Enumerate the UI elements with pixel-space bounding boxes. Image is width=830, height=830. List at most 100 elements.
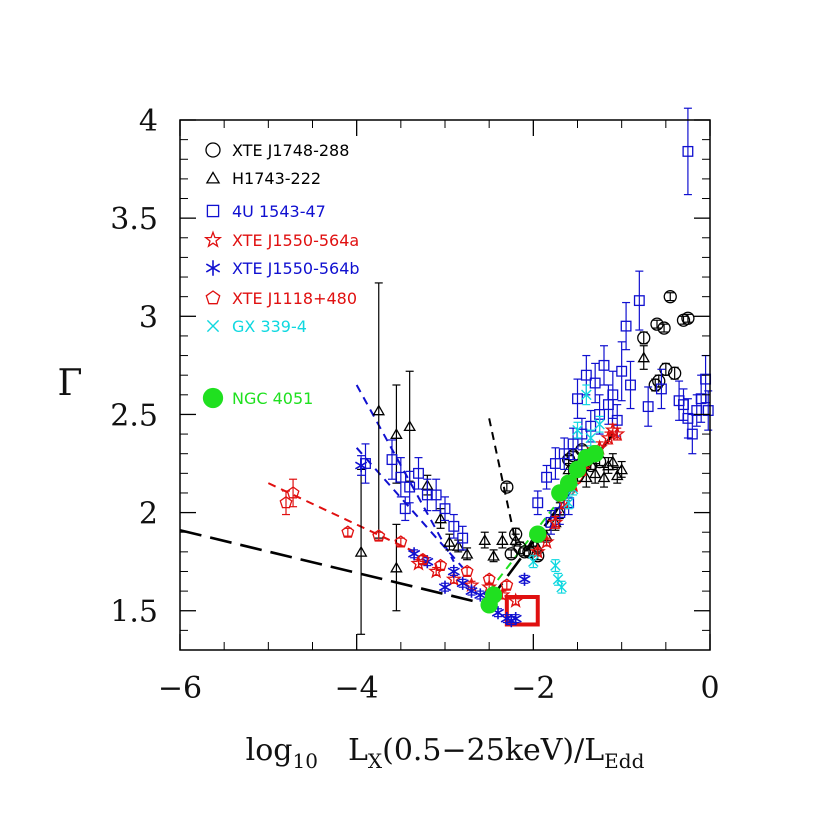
legend-marker: [206, 319, 220, 333]
data-points: [279, 107, 714, 635]
legend-label: XTE J1550-564a: [232, 231, 359, 250]
data-point: [598, 359, 610, 371]
data-point: [399, 503, 411, 515]
x-label-sub-Edd: Edd: [604, 749, 644, 773]
data-point: [529, 525, 547, 543]
data-point: [460, 564, 474, 577]
y-tick-label: 4: [139, 104, 158, 139]
data-point: [372, 529, 386, 542]
data-point: [633, 295, 645, 307]
data-point: [637, 331, 651, 345]
data-point: [478, 533, 492, 545]
legend: XTE J1748-288 H1743-222 4U 1543-47 XTE J155…: [202, 141, 360, 409]
data-point: [615, 463, 629, 475]
data-point: [702, 405, 714, 416]
data-point: [465, 584, 478, 598]
legend-label: 4U 1543-47: [232, 202, 326, 221]
data-point: [482, 572, 496, 585]
data-point: [676, 313, 691, 327]
data-point: [589, 377, 601, 389]
axis-ticks: −6 −4 −2 0 1.5 2 2.5 3 3.5 4: [110, 104, 719, 706]
data-point: [413, 467, 424, 479]
data-point: [637, 351, 651, 363]
data-point: [509, 534, 523, 545]
data-point: [657, 321, 671, 335]
data-point: [611, 414, 623, 426]
data-point: [484, 586, 503, 604]
data-point: [286, 486, 300, 499]
series-4u-1543-47: [360, 107, 714, 551]
data-point: [451, 539, 465, 551]
data-point: [588, 467, 602, 479]
series-xte-j1118-480: [279, 478, 514, 591]
data-point: [529, 543, 546, 559]
data-point: [354, 545, 368, 557]
data-point: [500, 480, 514, 494]
data-point: [559, 474, 578, 492]
data-point: [549, 458, 561, 469]
data-point: [581, 389, 592, 401]
data-point: [434, 512, 447, 524]
legend-marker: [205, 171, 221, 184]
data-point: [404, 481, 416, 493]
data-point: [652, 374, 666, 388]
x-label-L: L: [348, 733, 368, 768]
fit-line: [355, 447, 464, 569]
x-tick-label: −2: [511, 671, 555, 706]
data-point: [609, 425, 626, 441]
legend-label: H1743-222: [232, 169, 321, 188]
data-point: [460, 547, 474, 559]
data-point: [386, 454, 398, 466]
x-label-sub-10: 10: [292, 749, 317, 773]
data-point: [686, 428, 698, 440]
data-point: [341, 525, 355, 538]
fit-line: [179, 528, 490, 607]
series-gx-339-4: [528, 384, 605, 594]
x-label-sub-X: X: [368, 749, 383, 773]
data-point: [620, 320, 632, 332]
legend-label: XTE J1748-288: [232, 141, 349, 160]
data-point: [606, 455, 620, 467]
data-point: [610, 469, 624, 481]
data-point: [279, 495, 293, 509]
data-point: [407, 547, 421, 561]
data-point: [541, 471, 553, 483]
data-point: [518, 572, 531, 586]
data-point: [597, 471, 611, 483]
data-point: [474, 588, 487, 602]
data-point: [421, 489, 433, 501]
data-point: [457, 532, 469, 544]
data-point: [528, 556, 539, 567]
x-label-log: log: [246, 733, 293, 768]
x-tick-label: −4: [335, 671, 379, 706]
data-point: [439, 503, 451, 515]
legend-label: GX 339-4: [232, 317, 307, 336]
data-point: [625, 379, 636, 391]
data-point: [585, 432, 597, 444]
data-point: [642, 401, 654, 413]
legend-marker: [203, 230, 223, 248]
x-tick-label: −6: [158, 671, 202, 706]
data-point: [572, 424, 583, 436]
data-point: [354, 458, 368, 473]
data-point: [438, 580, 452, 594]
data-point: [558, 448, 570, 460]
data-point: [447, 564, 460, 579]
data-point: [372, 404, 386, 416]
x-tick-label: 0: [700, 671, 719, 706]
y-tick-label: 2: [139, 497, 158, 532]
data-point: [547, 513, 564, 530]
data-point: [668, 366, 682, 380]
data-point: [567, 438, 579, 450]
data-point: [394, 535, 408, 548]
data-point: [403, 420, 417, 432]
data-point: [390, 428, 403, 439]
data-point: [430, 489, 442, 501]
data-point: [395, 471, 407, 483]
x-axis-label: log10 LX(0.5−25keV)/LEdd: [246, 733, 645, 773]
data-point: [550, 560, 561, 571]
x-label-tail: (0.5−25keV)/L: [382, 733, 604, 768]
data-point: [390, 561, 403, 573]
data-point: [532, 497, 544, 509]
data-point: [602, 399, 614, 411]
